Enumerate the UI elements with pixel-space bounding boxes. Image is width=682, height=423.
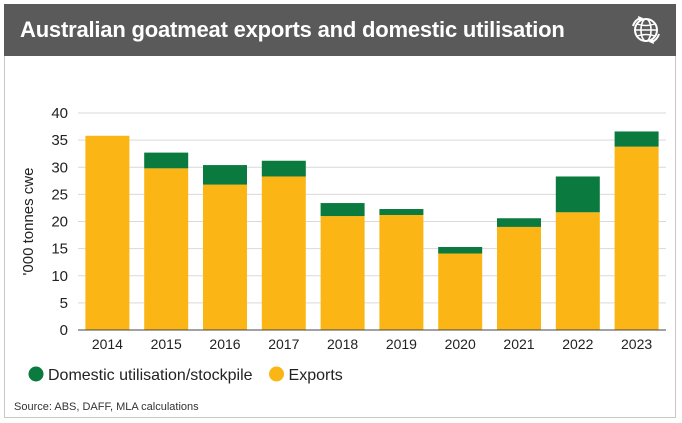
source-note: Source: ABS, DAFF, MLA calculations [14,401,199,413]
y-tick-label: 35 [51,132,68,149]
x-tick-label: 2019 [386,336,417,352]
y-tick-label: 20 [51,214,68,231]
y-tick-label: 15 [51,241,68,258]
bar-domestic-utilisation-stockpile-2018 [320,203,365,217]
y-tick-label: 0 [60,322,68,339]
y-tick-label: 10 [51,268,68,285]
bar-domestic-utilisation-stockpile-2017 [261,160,306,177]
bar-exports-2014 [85,135,130,330]
bar-exports-2017 [261,176,306,330]
bar-domestic-utilisation-stockpile-2021 [497,218,541,227]
y-tick-label: 25 [51,186,68,203]
y-tick-label: 30 [51,159,68,176]
legend-label: Domestic utilisation/stockpile [48,367,253,384]
bar-domestic-utilisation-stockpile-2022 [555,176,600,213]
y-tick-label: 5 [60,295,68,312]
x-tick-label: 2015 [151,336,182,352]
x-tick-label: 2016 [209,336,240,352]
bar-exports-2016 [203,184,247,330]
bar-domestic-utilisation-stockpile-2016 [203,165,247,185]
x-tick-label: 2023 [621,336,652,352]
bar-exports-2019 [379,214,424,330]
legend-marker [269,366,285,382]
bar-exports-2015 [144,168,189,330]
x-tick-label: 2022 [562,336,593,352]
bar-domestic-utilisation-stockpile-2020 [438,246,483,254]
bar-domestic-utilisation-stockpile-2019 [379,209,424,215]
x-tick-label: 2018 [327,336,358,352]
x-tick-label: 2017 [268,336,299,352]
bar-exports-2021 [497,226,541,330]
legend-label: Exports [289,367,343,384]
bar-domestic-utilisation-stockpile-2015 [144,152,189,169]
bar-domestic-utilisation-stockpile-2023 [614,131,659,147]
x-tick-label: 2014 [92,336,123,352]
bar-exports-2020 [438,253,483,330]
bar-exports-2022 [555,212,600,330]
y-tick-label: 40 [51,105,68,122]
chart-header: Australian goatmeat exports and domestic… [4,4,676,56]
chart-title: Australian goatmeat exports and domestic… [20,17,565,42]
globe-refresh-icon [632,16,660,44]
legend-marker [28,366,44,382]
bar-exports-2023 [614,146,659,330]
y-axis-label: '000 tonnes cwe [20,168,37,276]
x-tick-label: 2020 [445,336,476,352]
x-tick-label: 2021 [503,336,534,352]
bar-exports-2018 [320,216,365,330]
